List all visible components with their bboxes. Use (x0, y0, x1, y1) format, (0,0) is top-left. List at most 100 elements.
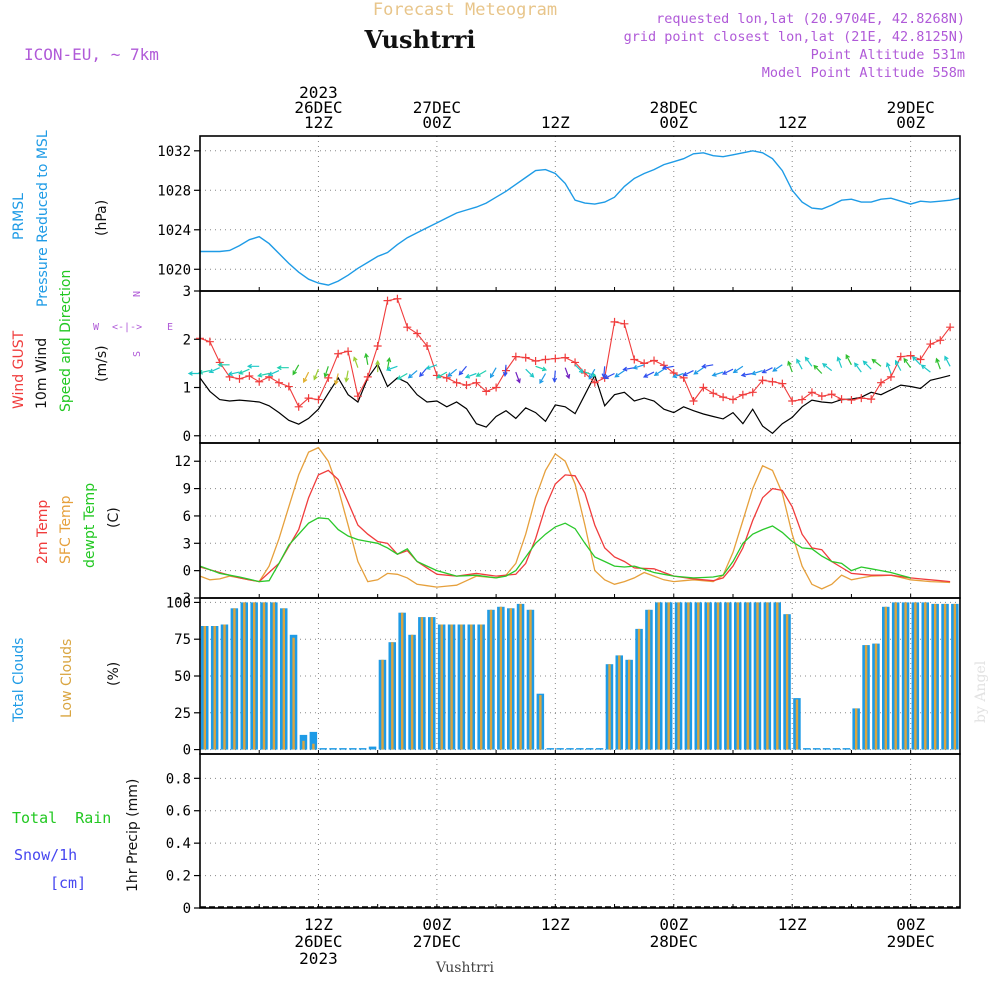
gust-marker (946, 323, 955, 332)
low-cloud-bar (509, 608, 512, 750)
time-label-top: 27DEC (413, 98, 461, 117)
wind-direction-arrow (885, 362, 892, 374)
time-label-top: 00Z (896, 113, 925, 132)
low-cloud-bar (766, 602, 769, 750)
gust-marker (205, 337, 214, 346)
gust-marker (511, 352, 520, 361)
compass-e: E (167, 322, 173, 333)
low-cloud-bar (864, 645, 868, 750)
gust-marker (363, 372, 372, 381)
low-cloud-bar (707, 602, 710, 750)
wind-direction-arrow (552, 370, 558, 383)
y-tick-label: 1020 (157, 262, 191, 278)
gust-marker (610, 317, 619, 326)
total-cloud-bar (358, 748, 367, 750)
sfc-temp-line (199, 446, 951, 590)
total-cloud-bar (576, 748, 584, 750)
total-cloud-bar (319, 748, 327, 750)
low-cloud-bar (529, 609, 532, 750)
pressure-msl-label: Pressure Reduced to MSL (35, 130, 51, 307)
gust-marker (758, 376, 767, 385)
total-cloud-bar (546, 748, 554, 750)
wind-direction-arrow (539, 373, 547, 385)
low-cloud-bar (647, 609, 651, 750)
gust-marker (827, 390, 836, 399)
wind-direction-arrow (396, 372, 408, 380)
snow-unit-label: [cm] (50, 874, 86, 892)
low-cloud-bar (894, 602, 897, 750)
total-cloud-bar (812, 748, 821, 750)
low-cloud-bar (499, 606, 503, 750)
gust-marker (867, 395, 876, 404)
total-cloud-bar (803, 748, 811, 750)
gust-marker (324, 373, 333, 382)
gust-marker (482, 387, 491, 396)
gust-marker (373, 342, 382, 351)
panel-2: -3 0 3 6 9 12 (174, 442, 961, 607)
wind-direction-arrow (292, 364, 300, 376)
compass-arrows: <-|-> (112, 322, 142, 333)
wind-direction-arrow (862, 360, 872, 370)
gust-marker (689, 397, 698, 406)
low-cloud-bar (795, 699, 799, 750)
wind-direction-arrow (187, 371, 200, 376)
gust-marker (778, 379, 787, 388)
wind-direction-arrow (804, 356, 813, 367)
wind-direction-arrow (574, 364, 584, 374)
panel-4: 0 0.2 0.4 0.6 0.8 (166, 753, 961, 917)
gust-marker (521, 353, 530, 362)
temp-sfc-label: SFC Temp (58, 495, 74, 564)
gust-marker (926, 340, 935, 349)
temp-2m-label: 2m Temp (35, 500, 51, 564)
wind-speed-dir-label: Speed and Direction (58, 270, 74, 412)
product-title: Forecast Meteogram (373, 0, 557, 20)
wind-direction-arrow (721, 368, 734, 375)
panel-frame (199, 135, 961, 292)
gust-marker (728, 395, 737, 404)
low-cloud-bar (253, 602, 256, 750)
gridpoint-coords: grid point closest lon,lat (21E, 42.8125… (624, 29, 965, 45)
low-cloud-bar (746, 602, 749, 750)
wind-direction-arrow (871, 358, 882, 367)
dewpt-temp-line (199, 517, 911, 583)
time-label-top: 00Z (422, 113, 451, 132)
wind-direction-arrow (475, 370, 487, 377)
total-clouds-label: Total Clouds (11, 638, 27, 723)
wind-direction-arrow (772, 364, 783, 372)
wind-10m-line (199, 363, 951, 435)
gust-marker (906, 351, 915, 360)
wind-direction-arrow (845, 353, 852, 366)
wind-direction-arrow (333, 373, 339, 386)
wind-direction-arrow (564, 367, 571, 380)
low-cloud-bar (953, 603, 957, 750)
time-label-bottom: 00Z (422, 915, 451, 934)
panel-frame (199, 753, 961, 909)
low-cloud-bar (401, 612, 404, 750)
panel-0: 1020 1024 1028 1032 (157, 135, 961, 292)
wind-direction-arrow (787, 360, 793, 373)
gust-marker (403, 323, 412, 332)
time-label-top: 26DEC (294, 98, 342, 117)
time-label-top: 12Z (541, 113, 570, 132)
wind-direction-arrow (276, 365, 289, 371)
low-cloud-bar (489, 609, 493, 750)
gust-marker (817, 392, 826, 401)
wind-direction-arrow (447, 368, 457, 377)
wind-direction-arrow (364, 352, 369, 365)
total-cloud-bar (832, 748, 841, 750)
gust-marker (561, 353, 570, 362)
gust-marker (294, 402, 303, 411)
wind-direction-arrow (920, 364, 931, 373)
y-tick-label: 25 (174, 706, 191, 722)
wind-direction-arrow (588, 368, 596, 380)
low-cloud-bar (292, 637, 295, 750)
wind-direction-arrow (935, 357, 941, 370)
wind-direction-arrow (303, 371, 310, 384)
low-cloud-bar (450, 624, 453, 750)
wind-direction-arrow (407, 370, 418, 379)
cloud-unit-label: (%) (106, 662, 122, 686)
low-cloud-bar (677, 602, 680, 750)
gust-marker (650, 356, 659, 365)
low-cloud-bar (687, 602, 690, 750)
wind-direction-arrow (502, 364, 508, 378)
